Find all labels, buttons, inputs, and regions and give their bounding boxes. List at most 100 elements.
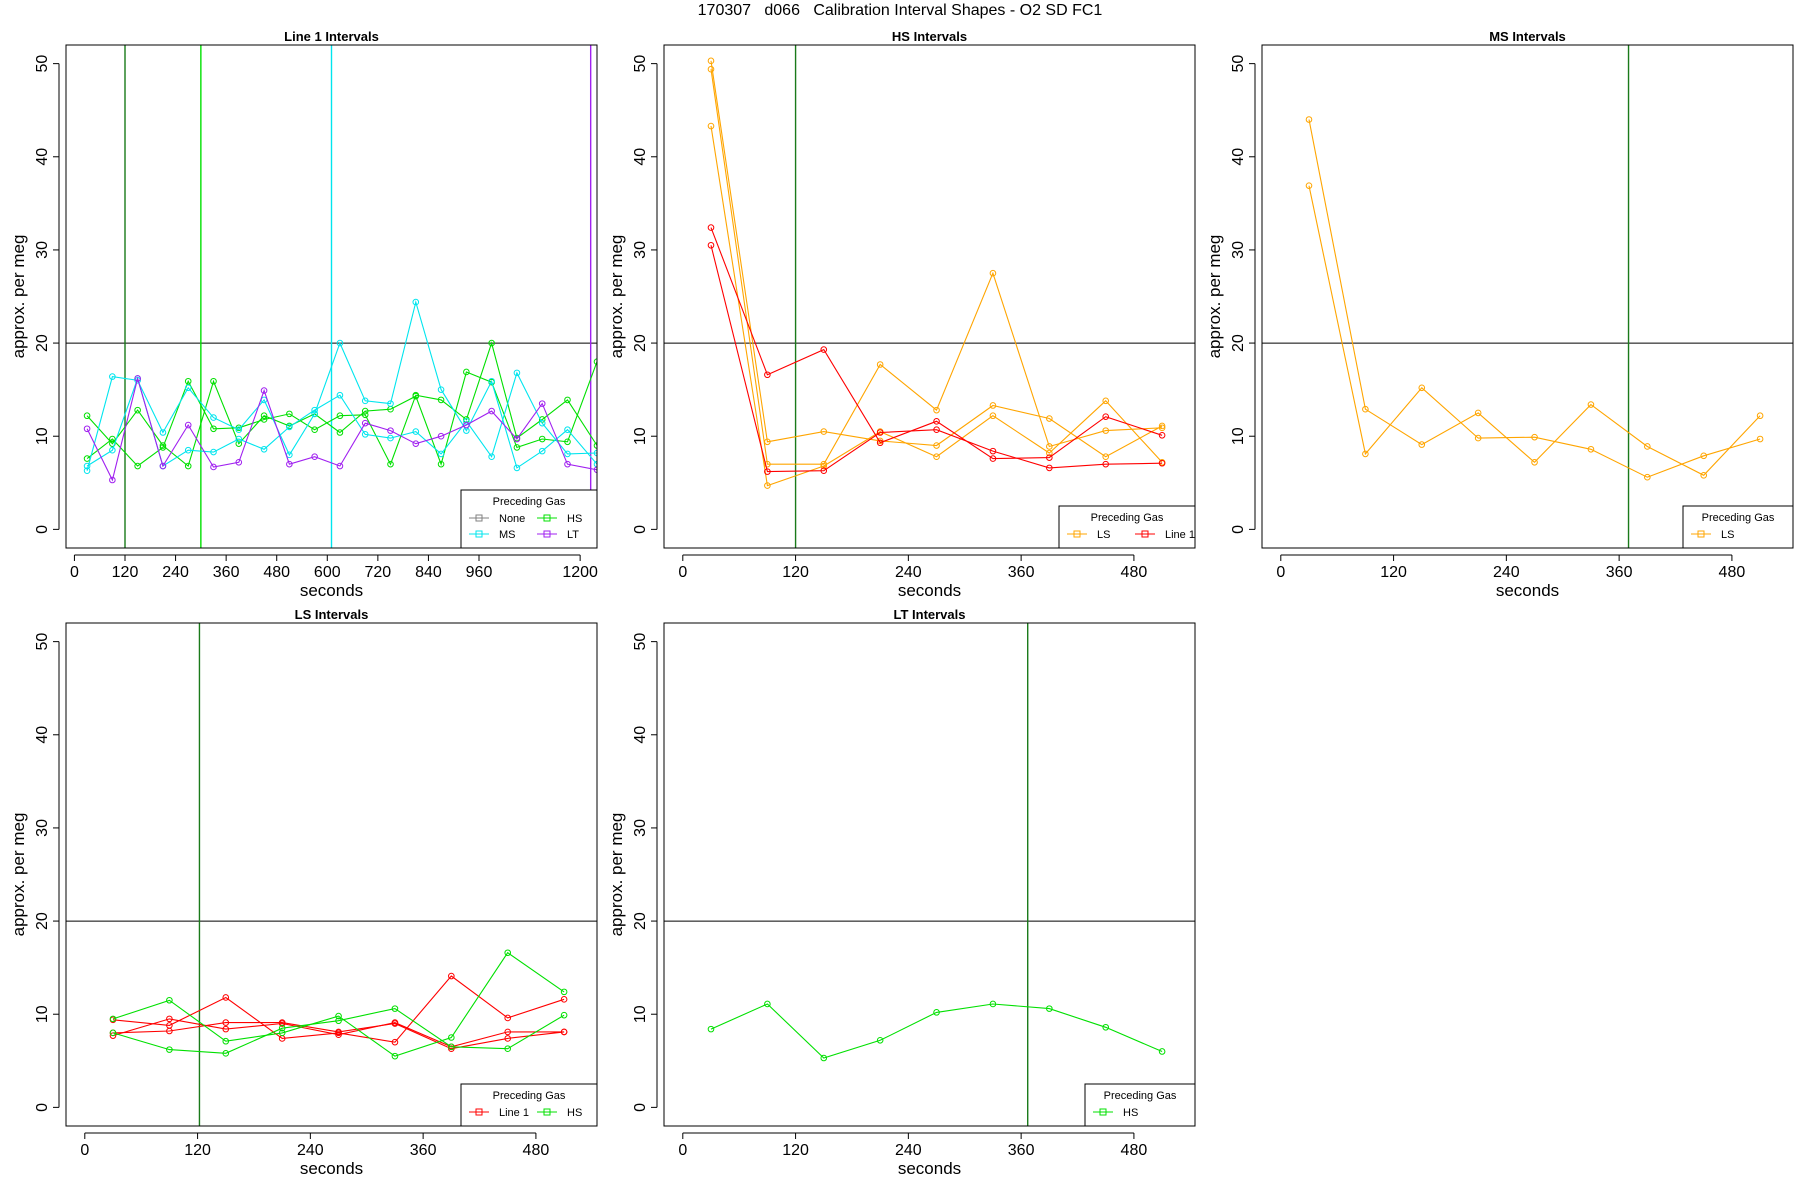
data-point xyxy=(707,224,715,231)
data-point xyxy=(391,1052,399,1060)
legend-box xyxy=(460,489,598,549)
legend-key-symbol xyxy=(475,1108,483,1116)
data-point xyxy=(361,419,369,427)
plot-frame xyxy=(663,44,1196,549)
data-point xyxy=(210,414,217,421)
series-line xyxy=(86,376,597,482)
data-point xyxy=(1305,116,1313,123)
legend-title: Preceding Gas xyxy=(1104,1090,1177,1102)
x-tick-label: 120 xyxy=(1380,564,1407,581)
x-tick-label: 0 xyxy=(70,564,79,581)
y-tick-label: 0 xyxy=(34,1103,51,1112)
legend-title: Preceding Gas xyxy=(493,1090,566,1102)
legend-key-symbol xyxy=(1141,530,1149,538)
data-point xyxy=(1474,434,1482,442)
chart-panel: LT Intervals 0 120 240 360 480 seconds 0 10 20 30 4… xyxy=(607,607,1196,1178)
legend-title: Preceding Gas xyxy=(1091,512,1164,524)
legend-entry-label: HS xyxy=(567,513,582,525)
data-point xyxy=(593,460,597,468)
x-tick-label: 840 xyxy=(415,564,442,581)
data-point xyxy=(260,445,268,453)
data-point xyxy=(387,400,394,407)
data-point xyxy=(488,453,495,461)
series-line xyxy=(86,371,597,467)
data-point xyxy=(1102,1023,1110,1031)
x-tick-label: 720 xyxy=(365,564,392,581)
y-tick-label: 40 xyxy=(34,148,51,166)
legend-box xyxy=(460,1083,598,1127)
x-axis-label: seconds xyxy=(898,581,961,600)
data-point xyxy=(437,450,445,458)
legend-box xyxy=(1058,505,1196,549)
data-point xyxy=(159,429,167,436)
legend-title: Preceding Gas xyxy=(493,496,566,508)
legend-key-symbol xyxy=(543,530,551,538)
plot-frame xyxy=(65,622,598,1127)
legend-entry-label: LS xyxy=(1721,529,1734,541)
data-point xyxy=(235,440,243,447)
data-point xyxy=(235,435,243,443)
y-tick-label: 20 xyxy=(632,334,649,352)
data-point xyxy=(1644,443,1651,450)
y-tick-label: 50 xyxy=(632,55,649,73)
data-point xyxy=(488,339,495,347)
data-point xyxy=(391,1019,399,1026)
legend-entry-label: None xyxy=(499,513,525,525)
data-point xyxy=(513,435,521,443)
data-point xyxy=(278,1024,286,1032)
series-line xyxy=(112,1008,565,1054)
data-point xyxy=(933,418,940,425)
x-tick-label: 360 xyxy=(213,564,240,581)
data-point xyxy=(159,462,167,470)
data-point xyxy=(560,1011,568,1019)
data-point xyxy=(109,476,116,484)
legend-box xyxy=(1084,1083,1196,1127)
data-point xyxy=(184,462,192,470)
legend: Preceding Gas LS Line 1 xyxy=(1058,505,1196,549)
data-point xyxy=(1046,454,1053,461)
data-point xyxy=(109,1029,117,1037)
series-line xyxy=(1308,119,1761,476)
data-point xyxy=(593,466,597,474)
data-point xyxy=(387,427,394,434)
data-point xyxy=(1158,459,1166,467)
series-line xyxy=(112,975,565,1043)
data-point xyxy=(1700,452,1708,460)
data-point xyxy=(989,447,997,455)
data-point xyxy=(361,431,369,438)
data-point xyxy=(335,1012,342,1020)
x-axis-label: seconds xyxy=(300,1159,363,1178)
data-point xyxy=(437,396,445,404)
data-point xyxy=(437,432,445,440)
data-point xyxy=(336,391,344,399)
x-tick-label: 1200 xyxy=(562,564,598,581)
data-point xyxy=(538,435,546,443)
series-line xyxy=(86,341,597,467)
data-point xyxy=(463,368,470,376)
y-tick-label: 40 xyxy=(632,148,649,166)
data-point xyxy=(876,361,884,368)
data-point xyxy=(286,423,293,431)
data-point xyxy=(412,391,420,399)
data-point xyxy=(437,386,445,393)
data-point xyxy=(412,440,420,447)
x-axis-label: seconds xyxy=(1496,581,1559,600)
data-point xyxy=(560,996,568,1003)
data-point xyxy=(1102,397,1110,405)
data-point xyxy=(538,400,546,407)
data-point xyxy=(564,460,571,468)
data-point xyxy=(707,122,715,130)
data-point xyxy=(1418,384,1426,392)
data-point xyxy=(1102,413,1110,420)
data-point xyxy=(222,994,230,1001)
x-tick-label: 240 xyxy=(162,564,189,581)
x-tick-label: 120 xyxy=(782,564,809,581)
x-tick-label: 120 xyxy=(782,1142,809,1159)
data-point xyxy=(1102,453,1110,461)
data-point xyxy=(560,988,568,996)
data-point xyxy=(412,428,420,435)
y-tick-label: 30 xyxy=(34,241,51,259)
data-point xyxy=(764,482,771,489)
x-tick-label: 360 xyxy=(1008,1142,1035,1159)
data-point xyxy=(876,437,884,445)
